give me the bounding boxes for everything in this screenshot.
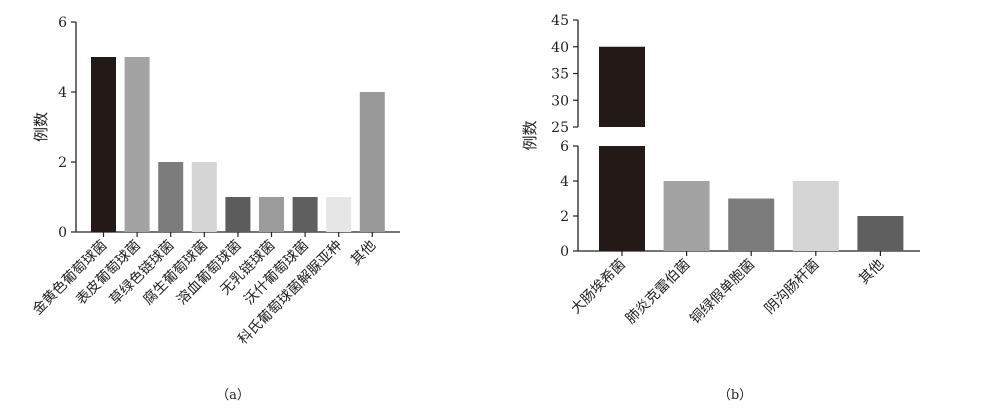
y-tick-label-upper: 40	[551, 40, 569, 56]
y-tick-label: 4	[58, 85, 67, 101]
y-tick-label: 0	[58, 225, 67, 241]
bar	[359, 92, 385, 232]
bar	[663, 181, 710, 251]
y-tick-label-upper: 35	[551, 67, 569, 83]
bar	[124, 57, 150, 232]
y-tick-label: 2	[58, 155, 67, 171]
x-tick-label: 阴沟肠杆菌	[762, 257, 823, 318]
y-tick-label-upper: 30	[551, 93, 569, 109]
bar	[292, 197, 318, 232]
bar	[91, 57, 116, 232]
caption-a: （a）	[216, 388, 250, 403]
y-tick-label: 6	[58, 15, 67, 31]
bar	[191, 162, 217, 232]
bar	[259, 197, 284, 232]
x-tick-label: 其他	[348, 238, 379, 269]
x-tick-label: 铜绿假单胞菌	[687, 257, 758, 328]
bar	[857, 216, 904, 251]
bar	[326, 197, 352, 232]
y-tick-label-lower: 6	[560, 139, 569, 155]
bar	[158, 162, 184, 232]
chart-a: 0246例数金黄色葡萄球菌表皮葡萄球菌草绿色链球菌腐生葡萄球菌溶血葡萄球菌无乳链…	[29, 15, 400, 348]
bar	[792, 181, 839, 251]
x-tick-label: 肺炎克雷伯菌	[623, 257, 694, 328]
bar	[728, 198, 775, 251]
x-tick-label: 其他	[856, 257, 887, 288]
y-axis-label: 例数	[32, 112, 50, 142]
y-tick-label-upper: 45	[551, 13, 569, 29]
y-tick-label-upper: 25	[551, 120, 569, 136]
bar	[225, 197, 251, 232]
caption-b: （b）	[718, 388, 752, 403]
y-tick-label-lower: 0	[560, 244, 569, 260]
bar-lower-segment	[599, 146, 645, 251]
x-tick-label: 大肠埃希菌	[568, 257, 629, 318]
y-tick-label-lower: 4	[560, 174, 569, 190]
y-tick-label-lower: 2	[560, 209, 569, 225]
y-axis-label: 例数	[521, 120, 539, 150]
bar-upper-segment	[599, 46, 645, 127]
